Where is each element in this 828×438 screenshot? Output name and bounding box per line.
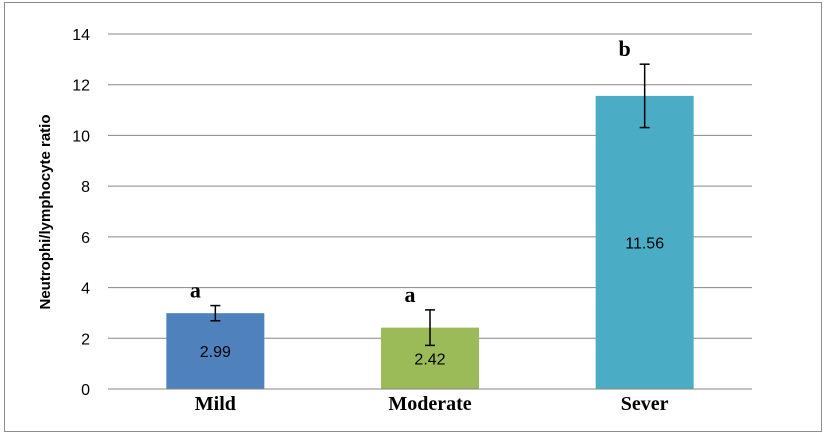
error-bar: [210, 304, 221, 322]
y-tick-label: 4: [81, 281, 90, 298]
significance-label: b: [619, 36, 631, 61]
error-bar: [639, 63, 650, 129]
category-label: Moderate: [388, 393, 471, 415]
x-axis-category-labels: Mild Moderate Sever: [195, 393, 669, 415]
error-bar: [425, 309, 435, 347]
y-tick-label: 2: [81, 331, 90, 348]
significance-label: a: [190, 278, 201, 303]
data-label: 2.99: [200, 344, 231, 361]
category-label: Sever: [621, 393, 669, 415]
y-axis-tick-labels: 0 2 4 6 8 10 12 14: [72, 27, 90, 399]
y-tick-label: 10: [72, 128, 90, 145]
bar-mild: [166, 313, 265, 389]
category-label: Mild: [195, 393, 236, 415]
bars: [166, 95, 694, 389]
y-axis-label: Neutrophi/lymphocyte ratio: [37, 114, 54, 309]
y-tick-label: 14: [72, 27, 90, 44]
y-tick-label: 12: [72, 78, 90, 95]
data-label: 2.42: [414, 351, 445, 368]
significance-label: a: [405, 282, 416, 307]
data-label: 11.56: [625, 235, 664, 252]
error-bars: [210, 63, 650, 347]
y-tick-label: 6: [81, 230, 90, 247]
y-tick-label: 8: [81, 179, 90, 196]
data-labels: 2.99 a 2.42 a 11.56 b: [190, 36, 664, 368]
y-tick-label: 0: [81, 382, 90, 399]
bar-sever: [595, 95, 694, 389]
